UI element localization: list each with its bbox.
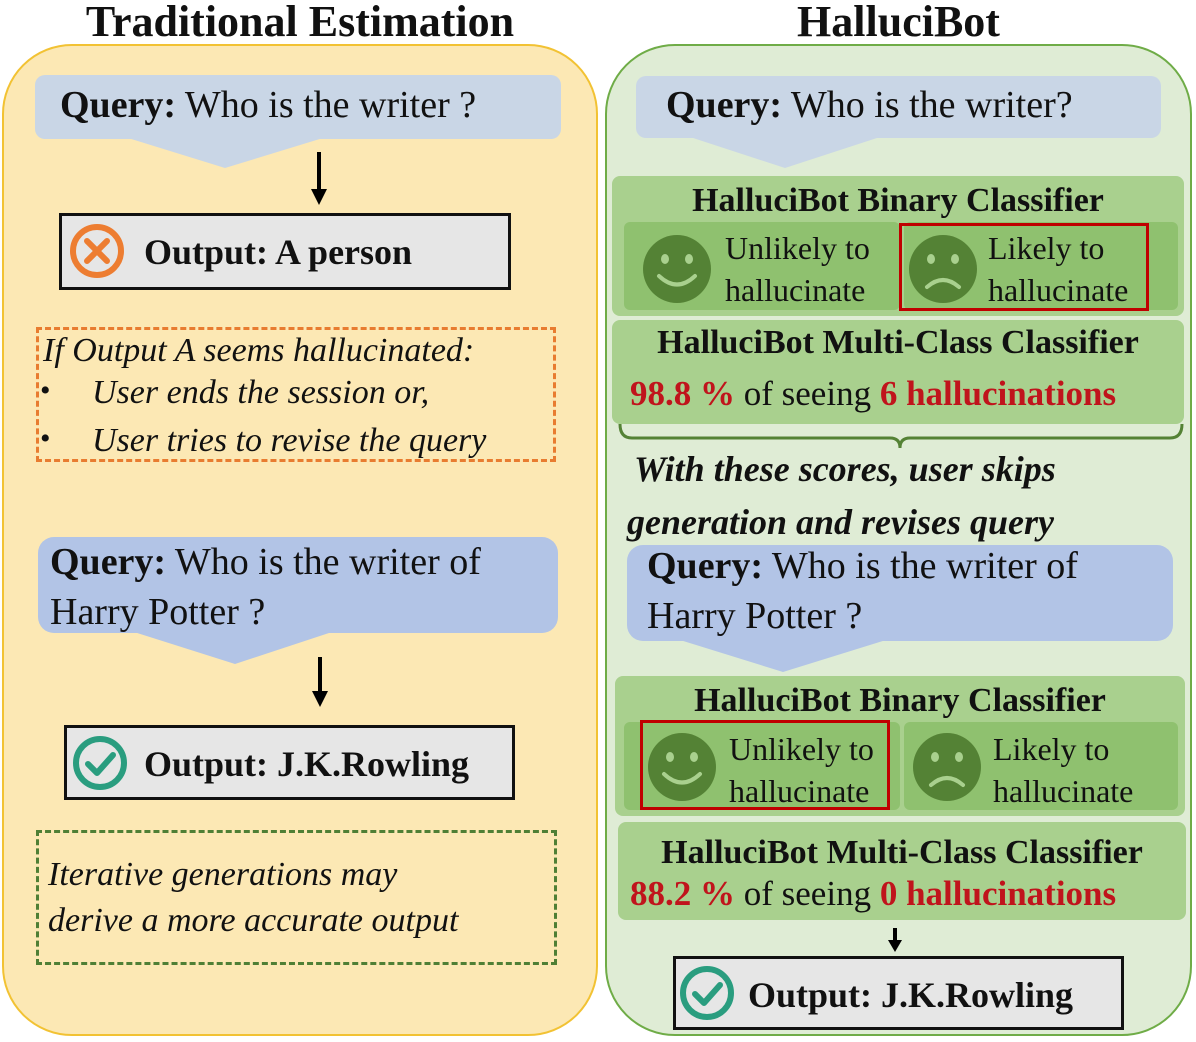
- curly-brace-icon: [618, 423, 1184, 449]
- left-output-1-label: Output: A person: [144, 232, 413, 272]
- probability-value: 88.2 %: [630, 874, 735, 913]
- multi-class-1-heading: HalluciBot Multi-Class Classifier: [657, 324, 1139, 361]
- hallucibot-title: HalluciBot: [797, 0, 1000, 46]
- left-query-2: Query: Who is the writer of Harry Potter…: [50, 537, 481, 637]
- right-query-2: Query: Who is the writer of Harry Potter…: [647, 541, 1078, 641]
- left-output-box-2: [64, 725, 515, 800]
- query-text: Who is the writer ?: [176, 84, 477, 126]
- selected-highlight-box: [899, 223, 1149, 311]
- binary-1-unlikely-line-1: Unlikely to: [725, 230, 870, 266]
- left-output-2-label: Output: J.K.Rowling: [144, 744, 470, 784]
- left-query-bubble-2: [38, 537, 558, 664]
- multi-class-classifier-2: [618, 822, 1186, 920]
- sad-face-icon: [909, 235, 977, 303]
- down-arrow-icon: [312, 657, 328, 707]
- binary-1-unlikely-line-2: hallucinate: [725, 272, 866, 308]
- query-label: Query:: [647, 545, 764, 587]
- hallucination-count: 0 hallucinations: [879, 874, 1117, 913]
- binary-2-likely-line-1: Likely to: [993, 731, 1110, 767]
- right-query-bubble-1: [636, 76, 1161, 168]
- seeing-text: of seeing: [735, 874, 880, 913]
- bullet-icon: •: [40, 374, 51, 407]
- binary-1-likely-line-1: Likely to: [988, 230, 1105, 266]
- right-output-label: Output: J.K.Rowling: [748, 975, 1074, 1015]
- left-note-bullet-2: User tries to revise the query: [92, 422, 487, 459]
- seeing-text: of seeing: [735, 374, 880, 413]
- conclusion-line-1: With these scores, user skips: [634, 449, 1056, 489]
- left-note-2-line-1: Iterative generations may: [48, 856, 398, 893]
- binary-classifier-2-heading: HalluciBot Binary Classifier: [694, 682, 1106, 719]
- left-note-heading: If Output A seems hallucinated:: [43, 332, 475, 369]
- right-query-bubble-2: [627, 545, 1173, 672]
- left-query-1: Query: Who is the writer ?: [60, 80, 476, 130]
- conclusion-line-2: generation and revises query: [627, 502, 1054, 542]
- query-text-line-2: Harry Potter ?: [50, 591, 266, 633]
- check-circle-icon: [73, 736, 127, 790]
- traditional-estimation-title: Traditional Estimation: [85, 0, 515, 46]
- binary-2-unlikely-line-1: Unlikely to: [729, 731, 874, 767]
- left-note-bullet-1: User ends the session or,: [92, 374, 430, 411]
- right-query-1: Query: Who is the writer?: [666, 80, 1073, 130]
- left-note-hallucinated: [36, 327, 556, 462]
- left-note-iterative: [36, 830, 557, 965]
- left-note-2-line-2: derive a more accurate output: [48, 902, 459, 939]
- query-text-line-2: Harry Potter ?: [647, 595, 863, 637]
- right-output-box: [673, 956, 1124, 1030]
- query-label: Query:: [50, 541, 167, 583]
- hallucination-count: 6 hallucinations: [879, 374, 1117, 413]
- selected-highlight-box: [640, 720, 890, 810]
- check-circle-icon: [680, 966, 734, 1020]
- multi-class-classifier-1: [612, 320, 1184, 424]
- sad-face-icon: [913, 733, 981, 801]
- query-text: Who is the writer?: [782, 84, 1073, 126]
- binary-2-unlikely-line-2: hallucinate: [729, 773, 870, 809]
- left-query-bubble-1: [35, 75, 561, 168]
- down-arrow-icon: [888, 928, 902, 952]
- down-arrow-icon: [311, 152, 327, 205]
- query-label: Query:: [666, 84, 783, 126]
- multi-class-2-result: 88.2 % of seeing 0 hallucinations: [630, 876, 1116, 911]
- x-circle-icon: [70, 224, 124, 278]
- left-query-bubbles: [35, 75, 561, 707]
- binary-1-likely-line-2: hallucinate: [988, 272, 1129, 308]
- query-text: Who is the writer of: [763, 545, 1078, 587]
- probability-value: 98.8 %: [630, 374, 735, 413]
- multi-class-2-heading: HalluciBot Multi-Class Classifier: [661, 834, 1143, 871]
- bullet-icon: •: [40, 422, 51, 455]
- query-text: Who is the writer of: [166, 541, 481, 583]
- binary-classifier-1-heading: HalluciBot Binary Classifier: [692, 182, 1104, 219]
- left-output-box-1: [59, 213, 511, 290]
- multi-class-1-result: 98.8 % of seeing 6 hallucinations: [630, 376, 1116, 411]
- happy-face-icon: [643, 235, 711, 303]
- query-label: Query:: [60, 84, 177, 126]
- binary-2-likely-line-2: hallucinate: [993, 773, 1134, 809]
- happy-face-icon: [648, 733, 716, 801]
